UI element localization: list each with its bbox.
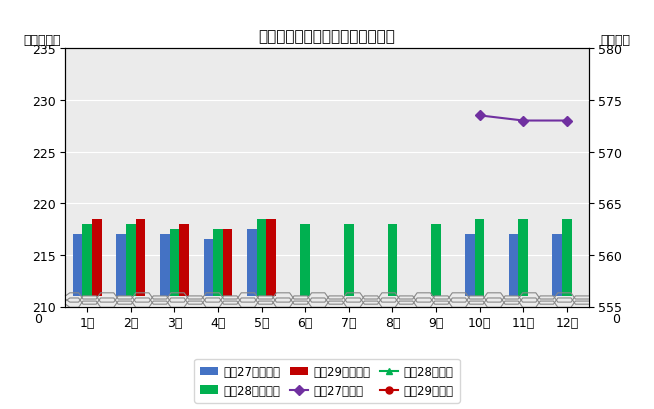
- Bar: [266, 219, 276, 409]
- Bar: [475, 219, 485, 409]
- Bar: [223, 229, 232, 409]
- Bar: [82, 224, 92, 409]
- Bar: [116, 235, 126, 409]
- Bar: [257, 219, 266, 409]
- Bar: [135, 219, 145, 409]
- Bar: [562, 219, 572, 409]
- Title: 鳥取県の推計人口・世帯数の推移: 鳥取県の推計人口・世帯数の推移: [258, 29, 396, 44]
- Bar: [388, 224, 397, 409]
- Bar: [431, 224, 441, 409]
- Bar: [92, 219, 101, 409]
- Bar: [160, 235, 169, 409]
- Bar: [65, 297, 589, 307]
- Bar: [203, 240, 213, 409]
- Text: （千世帯）: （千世帯）: [24, 34, 61, 47]
- Bar: [344, 224, 354, 409]
- Bar: [509, 235, 519, 409]
- Bar: [126, 224, 135, 409]
- Text: 0: 0: [612, 312, 620, 325]
- Bar: [300, 224, 310, 409]
- Bar: [553, 235, 562, 409]
- Bar: [179, 224, 189, 409]
- Bar: [169, 229, 179, 409]
- Bar: [73, 235, 82, 409]
- Legend: 平成27年世帯数, 平成28年世帯数, 平成29年世帯数, 平成27年人口, 平成28年人口, 平成29年人口: 平成27年世帯数, 平成28年世帯数, 平成29年世帯数, 平成27年人口, 平…: [194, 359, 460, 402]
- Text: （千人）: （千人）: [600, 34, 630, 47]
- Bar: [213, 229, 223, 409]
- Bar: [519, 219, 528, 409]
- Bar: [247, 229, 257, 409]
- Text: 0: 0: [34, 312, 42, 325]
- Bar: [465, 235, 475, 409]
